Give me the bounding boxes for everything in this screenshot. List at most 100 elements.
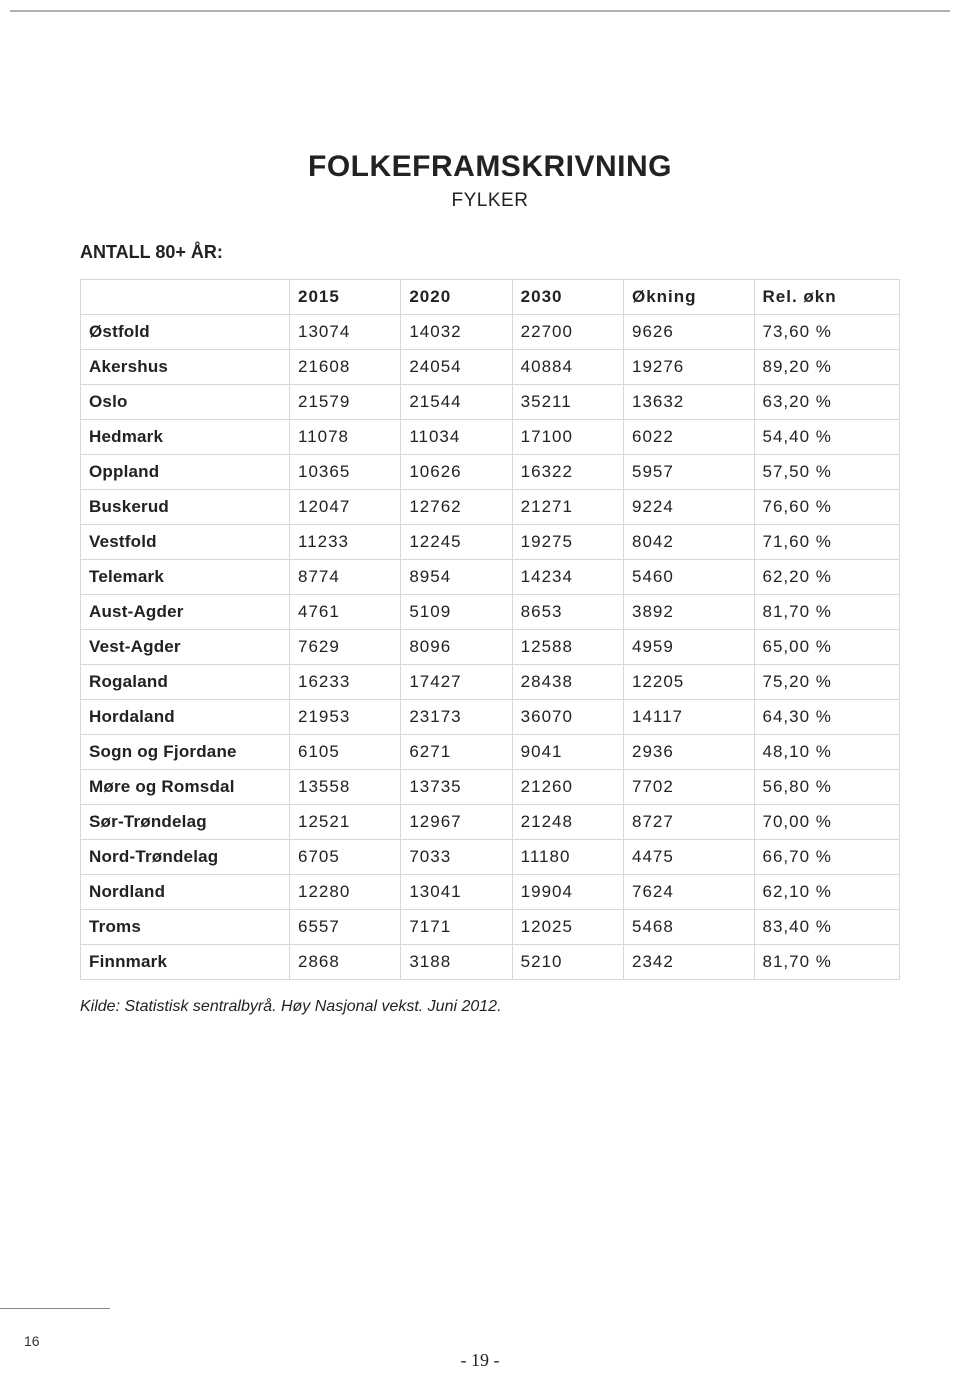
table-cell: 63,20 %: [754, 385, 900, 420]
table-cell: 35211: [512, 385, 623, 420]
row-label: Sogn og Fjordane: [81, 735, 290, 770]
table-cell: 24054: [401, 350, 512, 385]
row-label: Østfold: [81, 315, 290, 350]
row-label: Akershus: [81, 350, 290, 385]
page-number-left: 16: [24, 1333, 40, 1349]
title-sub: FYLKER: [80, 190, 900, 212]
table-cell: 11180: [512, 840, 623, 875]
row-label: Oppland: [81, 455, 290, 490]
table-cell: 56,80 %: [754, 770, 900, 805]
table-cell: 9224: [623, 490, 754, 525]
table-cell: 8653: [512, 595, 623, 630]
table-cell: 75,20 %: [754, 665, 900, 700]
table-cell: 71,60 %: [754, 525, 900, 560]
row-label: Telemark: [81, 560, 290, 595]
table-cell: 4475: [623, 840, 754, 875]
row-label: Hordaland: [81, 700, 290, 735]
table-cell: 12588: [512, 630, 623, 665]
table-cell: 19275: [512, 525, 623, 560]
table-row: Akershus2160824054408841927689,20 %: [81, 350, 900, 385]
table-row: Aust-Agder476151098653389281,70 %: [81, 595, 900, 630]
table-cell: 13735: [401, 770, 512, 805]
table-cell: 12521: [290, 805, 401, 840]
table-cell: 8774: [290, 560, 401, 595]
table-cell: 4761: [290, 595, 401, 630]
table-row: Møre og Romsdal135581373521260770256,80 …: [81, 770, 900, 805]
table-cell: 10626: [401, 455, 512, 490]
table-cell: 48,10 %: [754, 735, 900, 770]
table-cell: 5957: [623, 455, 754, 490]
table-cell: 66,70 %: [754, 840, 900, 875]
table-cell: 57,50 %: [754, 455, 900, 490]
table-cell: 2342: [623, 945, 754, 980]
table-cell: 6557: [290, 910, 401, 945]
table-row: Østfold130741403222700962673,60 %: [81, 315, 900, 350]
table-cell: 3892: [623, 595, 754, 630]
col-header-empty: [81, 280, 290, 315]
table-cell: 12025: [512, 910, 623, 945]
table-cell: 9626: [623, 315, 754, 350]
table-cell: 7629: [290, 630, 401, 665]
table-cell: 6271: [401, 735, 512, 770]
table-cell: 7171: [401, 910, 512, 945]
table-cell: 81,70 %: [754, 945, 900, 980]
table-row: Buskerud120471276221271922476,60 %: [81, 490, 900, 525]
col-header-2020: 2020: [401, 280, 512, 315]
row-label: Buskerud: [81, 490, 290, 525]
table-cell: 5460: [623, 560, 754, 595]
table-cell: 8727: [623, 805, 754, 840]
table-row: Nordland122801304119904762462,10 %: [81, 875, 900, 910]
footer-left-rule: [0, 1308, 110, 1309]
row-label: Troms: [81, 910, 290, 945]
table-cell: 3188: [401, 945, 512, 980]
table-cell: 14117: [623, 700, 754, 735]
table-header-row: 2015 2020 2030 Økning Rel. økn: [81, 280, 900, 315]
table-cell: 17427: [401, 665, 512, 700]
table-cell: 10365: [290, 455, 401, 490]
table-cell: 9041: [512, 735, 623, 770]
table-row: Sogn og Fjordane610562719041293648,10 %: [81, 735, 900, 770]
table-cell: 6105: [290, 735, 401, 770]
table-cell: 19904: [512, 875, 623, 910]
table-cell: 62,10 %: [754, 875, 900, 910]
row-label: Aust-Agder: [81, 595, 290, 630]
table-cell: 13558: [290, 770, 401, 805]
data-table: 2015 2020 2030 Økning Rel. økn Østfold13…: [80, 279, 900, 980]
table-row: Finnmark286831885210234281,70 %: [81, 945, 900, 980]
row-label: Nord-Trøndelag: [81, 840, 290, 875]
row-label: Vest-Agder: [81, 630, 290, 665]
table-cell: 7624: [623, 875, 754, 910]
table-cell: 28438: [512, 665, 623, 700]
source-note: Kilde: Statistisk sentralbyrå. Høy Nasjo…: [80, 998, 900, 1016]
table-cell: 21544: [401, 385, 512, 420]
table-cell: 62,20 %: [754, 560, 900, 595]
table-cell: 23173: [401, 700, 512, 735]
table-row: Oppland103651062616322595757,50 %: [81, 455, 900, 490]
table-cell: 11034: [401, 420, 512, 455]
table-cell: 81,70 %: [754, 595, 900, 630]
section-label: ANTALL 80+ ÅR:: [80, 242, 900, 263]
table-cell: 12245: [401, 525, 512, 560]
table-row: Nord-Trøndelag6705703311180447566,70 %: [81, 840, 900, 875]
table-cell: 16322: [512, 455, 623, 490]
col-header-relokn: Rel. økn: [754, 280, 900, 315]
table-cell: 21608: [290, 350, 401, 385]
table-cell: 12205: [623, 665, 754, 700]
table-cell: 8042: [623, 525, 754, 560]
table-cell: 64,30 %: [754, 700, 900, 735]
page-number-center: - 19 -: [0, 1350, 960, 1371]
table-cell: 36070: [512, 700, 623, 735]
table-cell: 5109: [401, 595, 512, 630]
table-cell: 12762: [401, 490, 512, 525]
table-cell: 17100: [512, 420, 623, 455]
table-cell: 2936: [623, 735, 754, 770]
row-label: Finnmark: [81, 945, 290, 980]
table-cell: 21953: [290, 700, 401, 735]
table-cell: 12967: [401, 805, 512, 840]
table-cell: 5468: [623, 910, 754, 945]
table-cell: 21260: [512, 770, 623, 805]
row-label: Rogaland: [81, 665, 290, 700]
table-cell: 54,40 %: [754, 420, 900, 455]
table-row: Hordaland2195323173360701411764,30 %: [81, 700, 900, 735]
row-label: Møre og Romsdal: [81, 770, 290, 805]
